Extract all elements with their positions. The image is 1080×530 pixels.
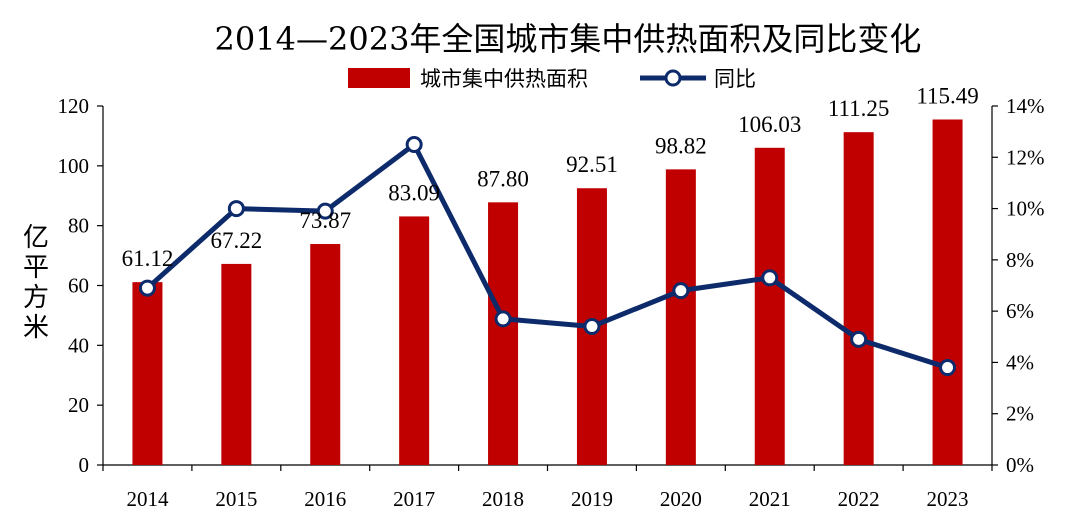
y2-tick-label: 10% <box>1006 197 1045 221</box>
yoy-point-2020 <box>672 282 690 300</box>
data-label-2014: 61.12 <box>122 246 174 271</box>
x-tick-label: 2018 <box>482 487 524 511</box>
y-axis-label: 亿平方米 <box>23 223 49 343</box>
x-tick-label: 2014 <box>126 487 169 511</box>
bar-2017 <box>399 216 430 465</box>
axes: 0 20 40 60 80 100 120 0% 2% 4% 6% 8% 10% 12% 14% 2014 20… <box>58 94 1045 511</box>
x-tick-label: 2019 <box>571 487 613 511</box>
y-tick-label: 20 <box>68 393 89 417</box>
legend-swatch-bar <box>348 68 410 88</box>
bar-2018 <box>488 202 519 465</box>
y-tick-label: 120 <box>58 94 90 118</box>
chart-title: 2014—2023年全国城市集中供热面积及同比变化 <box>215 20 922 58</box>
y-tick-label: 100 <box>58 154 90 178</box>
y2-tick-label: 2% <box>1006 402 1034 426</box>
y2-tick-label: 6% <box>1006 299 1034 323</box>
bar-2016 <box>310 244 341 465</box>
x-tick-label: 2017 <box>393 487 435 511</box>
legend: 城市集中供热面积 同比 <box>348 67 756 91</box>
x-tick-label: 2021 <box>749 487 791 511</box>
y2-tick-label: 8% <box>1006 248 1034 272</box>
yoy-point-2021 <box>761 269 779 287</box>
bar-2021 <box>754 147 785 465</box>
bar-2014 <box>132 282 163 465</box>
data-label-2017: 83.09 <box>388 180 440 205</box>
y-tick-label: 40 <box>68 333 89 357</box>
line-series <box>138 135 957 377</box>
yoy-point-2015 <box>227 200 245 218</box>
x-tick-label: 2016 <box>304 487 346 511</box>
y-tick-label: 0 <box>79 453 90 477</box>
data-label-2021: 106.03 <box>738 112 801 137</box>
y2-tick-label: 0% <box>1006 453 1034 477</box>
yoy-point-2016 <box>316 202 334 220</box>
yoy-point-2018 <box>494 310 512 328</box>
data-label-2015: 67.22 <box>210 228 262 253</box>
yoy-point-2017 <box>405 135 423 153</box>
x-tick-label: 2020 <box>660 487 702 511</box>
bar-2023 <box>932 119 963 465</box>
x-tick-label: 2022 <box>838 487 880 511</box>
data-label-2022: 111.25 <box>828 96 890 121</box>
data-label-2019: 92.51 <box>566 152 618 177</box>
y2-tick-label: 14% <box>1006 94 1045 118</box>
y2-tick-label: 12% <box>1006 145 1045 169</box>
data-label-2018: 87.80 <box>477 166 529 191</box>
bar-2020 <box>665 169 696 465</box>
legend-label-line: 同比 <box>714 67 756 91</box>
legend-label-bar: 城市集中供热面积 <box>420 67 588 91</box>
yoy-line <box>145 141 949 370</box>
y2-tick-label: 4% <box>1006 350 1034 374</box>
data-label-2023: 115.49 <box>916 83 978 108</box>
data-labels: 61.12 67.22 73.87 83.09 87.80 92.51 98.82 106.0… <box>122 83 979 271</box>
x-tick-label: 2023 <box>927 487 969 511</box>
yoy-point-2014 <box>138 279 156 297</box>
x-tick-label: 2015 <box>215 487 257 511</box>
bar-2022 <box>843 132 874 466</box>
yoy-point-2019 <box>583 318 601 336</box>
yoy-point-2023 <box>939 359 957 377</box>
data-label-2016: 73.87 <box>299 208 351 233</box>
bar-2015 <box>221 263 252 465</box>
legend-marker-line <box>664 69 682 87</box>
bar-series <box>132 119 963 466</box>
yoy-point-2022 <box>850 330 868 348</box>
y-tick-label: 80 <box>68 214 89 238</box>
data-label-2020: 98.82 <box>655 133 707 158</box>
y-tick-label: 60 <box>68 274 89 298</box>
